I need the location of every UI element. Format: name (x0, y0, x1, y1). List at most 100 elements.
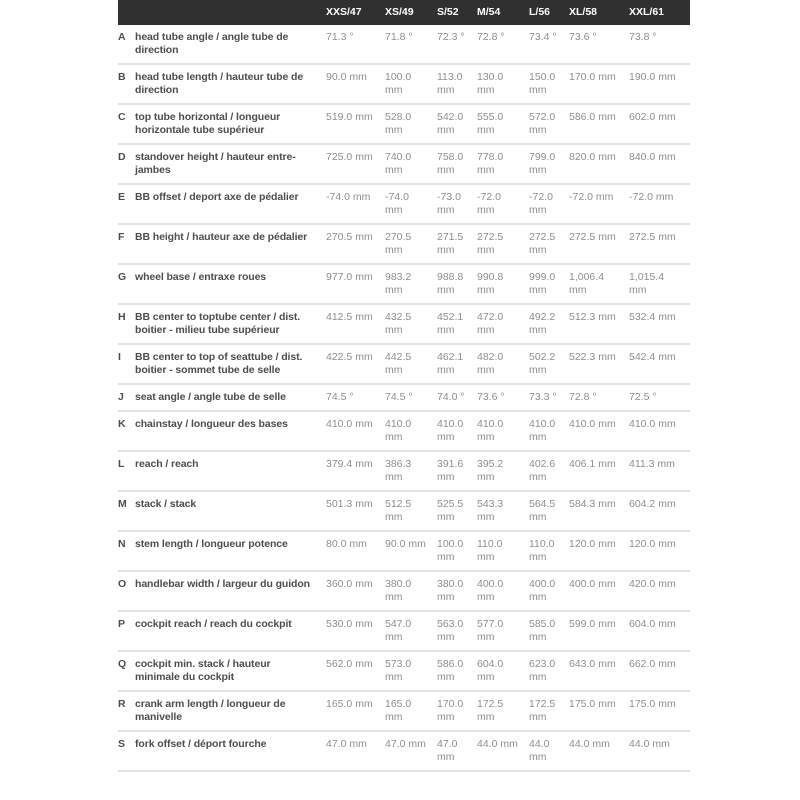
cell-value: -72.0 mm (477, 184, 529, 225)
row-letter: D (118, 144, 135, 185)
cell-value: 586.0 mm (569, 104, 629, 145)
cell-value: 662.0 mm (629, 651, 690, 692)
row-letter: P (118, 611, 135, 652)
cell-value: 522.3 mm (569, 344, 629, 385)
cell-value: 502.2 mm (529, 344, 569, 385)
cell-value: 47.0 mm (437, 731, 477, 772)
row-label: top tube horizontal / longueur horizonta… (135, 104, 326, 145)
cell-value: 175.0 mm (569, 691, 629, 732)
cell-value: 74.5 ° (326, 384, 385, 412)
cell-value: 72.8 ° (569, 384, 629, 412)
row-label: stem length / longueur potence (135, 531, 326, 572)
cell-value: 395.2 mm (477, 451, 529, 492)
cell-value: 586.0 mm (437, 651, 477, 692)
cell-value: 410.0 mm (629, 411, 690, 452)
cell-value: -74.0 mm (326, 184, 385, 225)
cell-value: 519.0 mm (326, 104, 385, 145)
cell-value: 400.0 mm (477, 571, 529, 612)
cell-value: 462.1 mm (437, 344, 477, 385)
cell-value: 386.3 mm (385, 451, 437, 492)
cell-value: 72.5 ° (629, 384, 690, 412)
row-label: seat angle / angle tube de selle (135, 384, 326, 412)
cell-value: 442.5 mm (385, 344, 437, 385)
cell-value: 563.0 mm (437, 611, 477, 652)
cell-value: 422.5 mm (326, 344, 385, 385)
row-label: BB center to top of seattube / dist. boi… (135, 344, 326, 385)
cell-value: 170.0 mm (569, 64, 629, 105)
cell-value: 990.8 mm (477, 264, 529, 305)
row-label: reach / reach (135, 451, 326, 492)
row-letter: N (118, 531, 135, 572)
row-label: head tube length / hauteur tube de direc… (135, 64, 326, 105)
cell-value: 130.0 mm (477, 64, 529, 105)
cell-value: 100.0 mm (385, 64, 437, 105)
cell-value: -74.0 mm (385, 184, 437, 225)
row-label: handlebar width / largeur du guidon (135, 571, 326, 612)
cell-value: 1,006.4 mm (569, 264, 629, 305)
cell-value: 999.0 mm (529, 264, 569, 305)
cell-value: 406.1 mm (569, 451, 629, 492)
cell-value: 72.8 ° (477, 25, 529, 65)
cell-value: 472.0 mm (477, 304, 529, 345)
cell-value: 110.0 mm (477, 531, 529, 572)
row-label: fork offset / déport fourche (135, 731, 326, 772)
cell-value: 410.0 mm (477, 411, 529, 452)
cell-value: 512.5 mm (385, 491, 437, 532)
cell-value: 400.0 mm (529, 571, 569, 612)
cell-value: 410.0 mm (437, 411, 477, 452)
cell-value: 44.0 mm (477, 731, 529, 772)
cell-value: 73.6 ° (569, 25, 629, 65)
row-letter: M (118, 491, 135, 532)
cell-value: 547.0 mm (385, 611, 437, 652)
cell-value: 572.0 mm (529, 104, 569, 145)
cell-value: 604.0 mm (477, 651, 529, 692)
cell-value: -72.0 mm (629, 184, 690, 225)
row-label: standover height / hauteur entre-jambes (135, 144, 326, 185)
cell-value: 170.0 mm (437, 691, 477, 732)
cell-value: 47.0 mm (385, 731, 437, 772)
cell-value: 272.5 mm (629, 224, 690, 265)
cell-value: 602.0 mm (629, 104, 690, 145)
cell-value: -73.0 mm (437, 184, 477, 225)
table-header-row: XXS/47 XS/49 S/52 M/54 L/56 XL/58 XXL/61 (118, 0, 690, 25)
cell-value: 410.0 mm (529, 411, 569, 452)
cell-value: 492.2 mm (529, 304, 569, 345)
row-letter: I (118, 344, 135, 385)
row-label: chainstay / longueur des bases (135, 411, 326, 452)
cell-value: 74.5 ° (385, 384, 437, 412)
column-header: M/54 (477, 0, 529, 25)
cell-value: 100.0 mm (437, 531, 477, 572)
table-row: E BB offset / deport axe de pédalier -74.0… (118, 184, 690, 225)
cell-value: 452.1 mm (437, 304, 477, 345)
column-header: XXL/61 (629, 0, 690, 25)
cell-value: 604.0 mm (629, 611, 690, 652)
cell-value: 977.0 mm (326, 264, 385, 305)
row-label: stack / stack (135, 491, 326, 532)
row-letter: Q (118, 651, 135, 692)
row-letter: C (118, 104, 135, 145)
cell-value: 391.6 mm (437, 451, 477, 492)
cell-value: 778.0 mm (477, 144, 529, 185)
cell-value: -72.0 mm (529, 184, 569, 225)
cell-value: 44.0 mm (529, 731, 569, 772)
cell-value: 577.0 mm (477, 611, 529, 652)
column-header: XXS/47 (326, 0, 385, 25)
cell-value: 165.0 mm (326, 691, 385, 732)
cell-value: 271.5 mm (437, 224, 477, 265)
cell-value: 532.4 mm (629, 304, 690, 345)
cell-value: 270.5 mm (326, 224, 385, 265)
cell-value: 983.2 mm (385, 264, 437, 305)
cell-value: 402.6 mm (529, 451, 569, 492)
cell-value: 380.0 mm (385, 571, 437, 612)
cell-value: 410.0 mm (569, 411, 629, 452)
cell-value: 740.0 mm (385, 144, 437, 185)
cell-value: 73.8 ° (629, 25, 690, 65)
row-letter: G (118, 264, 135, 305)
cell-value: 113.0 mm (437, 64, 477, 105)
cell-value: 71.8 ° (385, 25, 437, 65)
